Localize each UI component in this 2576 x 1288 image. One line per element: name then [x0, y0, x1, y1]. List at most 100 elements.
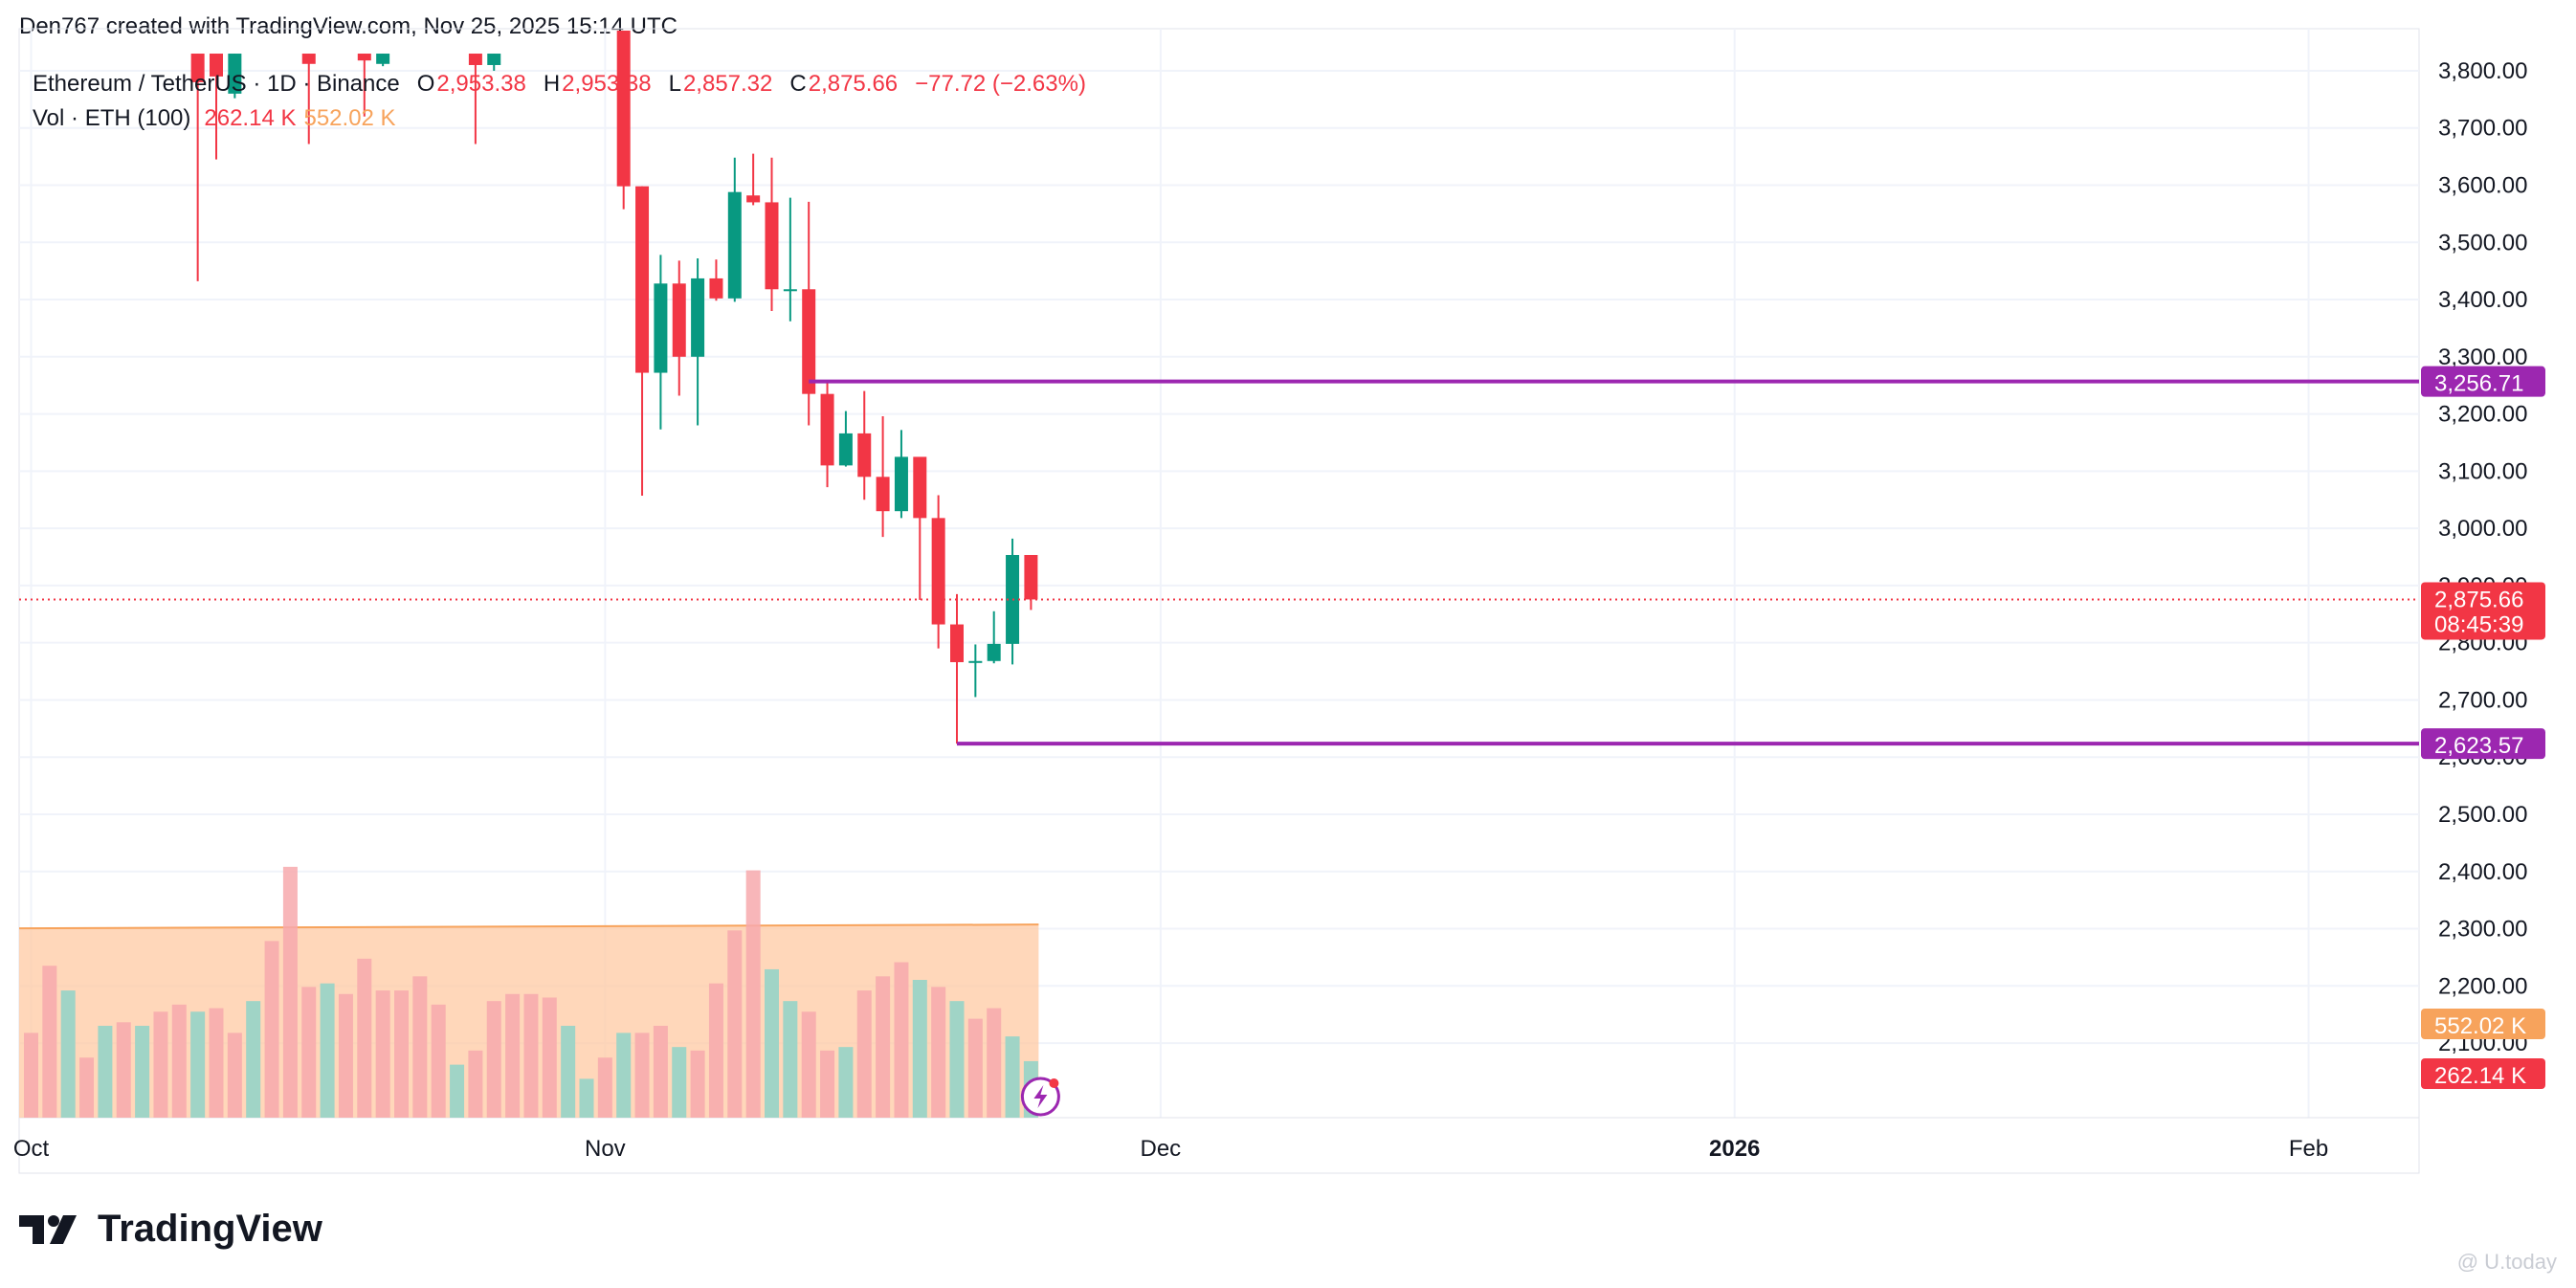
- price-axis[interactable]: 3,800.00 3,700.00 3,600.00 3,500.00 3,400.00…: [2438, 58, 2527, 1056]
- volume-bar: [42, 966, 57, 1118]
- candle-body: [654, 283, 668, 373]
- volume-bar: [542, 997, 557, 1118]
- alert-icon-dot: [1049, 1078, 1059, 1088]
- candle-body: [783, 289, 797, 292]
- volume-bar: [171, 1004, 187, 1118]
- volume-bar: [765, 968, 779, 1118]
- volume-bar: [60, 990, 76, 1118]
- volume-bar: [634, 1033, 650, 1118]
- volume-bar: [838, 1047, 854, 1118]
- volume-bar: [653, 1026, 668, 1118]
- price-tick-label: 3,100.00: [2438, 458, 2527, 484]
- brand-name: TradingView: [98, 1208, 322, 1250]
- time-tick-label: Oct: [13, 1136, 50, 1162]
- high-key: H: [543, 71, 561, 97]
- volume-bar: [24, 1033, 38, 1118]
- candle-body: [802, 289, 816, 394]
- candle-body: [968, 660, 983, 663]
- open-key: O: [416, 71, 435, 97]
- volume-bar: [561, 1026, 576, 1118]
- low-value: 2,857.32: [682, 71, 773, 97]
- level-tag-text: 2,623.57: [2434, 733, 2523, 759]
- attribution-text: Den767 created with TradingView.com, Nov…: [19, 13, 677, 39]
- symbol-title[interactable]: Ethereum / TetherUS · 1D · Binance: [33, 71, 400, 97]
- candlestick-series: [190, 31, 1038, 744]
- low-key: L: [668, 71, 681, 97]
- volume-bar: [894, 962, 909, 1118]
- candle-body: [190, 54, 205, 82]
- candle-body: [987, 643, 1001, 661]
- volume-histogram: [18, 866, 1039, 1118]
- price-tick-label: 3,300.00: [2438, 344, 2527, 370]
- volume-bar: [505, 993, 521, 1118]
- volume-bar: [190, 1011, 206, 1118]
- open-value: 2,953.38: [436, 71, 526, 97]
- volume-bar: [912, 980, 927, 1118]
- volume-bar: [98, 1026, 113, 1118]
- volume-bar: [745, 870, 761, 1118]
- volume-ma-value: 552.02 K: [303, 105, 396, 131]
- volume-bar: [801, 1011, 816, 1118]
- volume-bar: [246, 1001, 261, 1118]
- watermark-text: @ U.today: [2456, 1250, 2557, 1274]
- candle-body: [210, 54, 223, 77]
- last-price-tag-text: 2,875.66: [2434, 587, 2523, 612]
- volume-bar: [450, 1064, 465, 1118]
- lightning-alert-icon[interactable]: [1020, 1077, 1060, 1117]
- volume-bar: [967, 1018, 983, 1118]
- price-tick-label: 3,000.00: [2438, 516, 2527, 542]
- candle-body: [672, 283, 686, 357]
- volume-ma-tag-bg: [2421, 1009, 2545, 1039]
- volume-bar: [394, 990, 409, 1118]
- volume-bar: [431, 1004, 446, 1118]
- volume-bar: [338, 993, 353, 1118]
- volume-label[interactable]: Vol · ETH (100): [33, 105, 191, 131]
- volume-bar: [1005, 1036, 1020, 1118]
- close-value: 2,875.66: [808, 71, 899, 97]
- volume-bar: [931, 987, 946, 1118]
- volume-ma-line: [18, 923, 1039, 930]
- candle-body: [709, 278, 723, 299]
- volume-bar: [690, 1050, 705, 1118]
- volume-tag-text: 262.14 K: [2434, 1063, 2526, 1089]
- time-tick-label: Nov: [585, 1136, 626, 1162]
- volume-bar: [820, 1050, 835, 1118]
- volume-bar: [727, 930, 743, 1118]
- alert-icon-bolt: [1033, 1085, 1048, 1108]
- volume-bar: [209, 1008, 224, 1118]
- price-tick-label: 2,500.00: [2438, 802, 2527, 828]
- volume-bar: [135, 1026, 150, 1118]
- candle-body: [1024, 554, 1038, 600]
- candle-body: [894, 456, 908, 512]
- volume-value: 262.14 K: [204, 105, 297, 131]
- candle-body: [838, 433, 853, 466]
- tradingview-logo-icon: [19, 1214, 77, 1244]
- candle-body: [691, 278, 705, 357]
- volume-bar: [597, 1057, 612, 1118]
- volume-bar: [486, 1001, 501, 1118]
- candle-body: [301, 54, 316, 64]
- close-key: C: [789, 71, 807, 97]
- candle-body: [376, 54, 390, 64]
- candle-body: [857, 433, 872, 477]
- chart-grid: [18, 28, 2420, 1174]
- tradingview-logo[interactable]: TradingView: [19, 1208, 322, 1251]
- last-price-tag-text: 08:45:39: [2434, 611, 2523, 637]
- horizontal-levels[interactable]: [19, 379, 2419, 746]
- candle-body: [820, 393, 834, 466]
- time-axis[interactable]: Oct Nov Dec 2026 Feb: [13, 1136, 2328, 1162]
- volume-bar: [79, 1057, 95, 1118]
- volume-tag-bg: [2421, 1058, 2545, 1089]
- volume-row: Vol · ETH (100) 262.14 K 552.02 K: [33, 101, 1086, 136]
- candle-body: [487, 54, 501, 65]
- volume-bar: [264, 941, 279, 1118]
- price-tick-label: 2,200.00: [2438, 973, 2527, 999]
- volume-ma-tag-text: 552.02 K: [2434, 1013, 2526, 1039]
- volume-bar: [412, 976, 428, 1118]
- chart-legend: Ethereum / TetherUS · 1D · Binance O 2,95…: [33, 67, 1086, 136]
- price-tick-label: 3,600.00: [2438, 172, 2527, 198]
- volume-bar: [357, 958, 372, 1118]
- candle-body: [765, 202, 779, 290]
